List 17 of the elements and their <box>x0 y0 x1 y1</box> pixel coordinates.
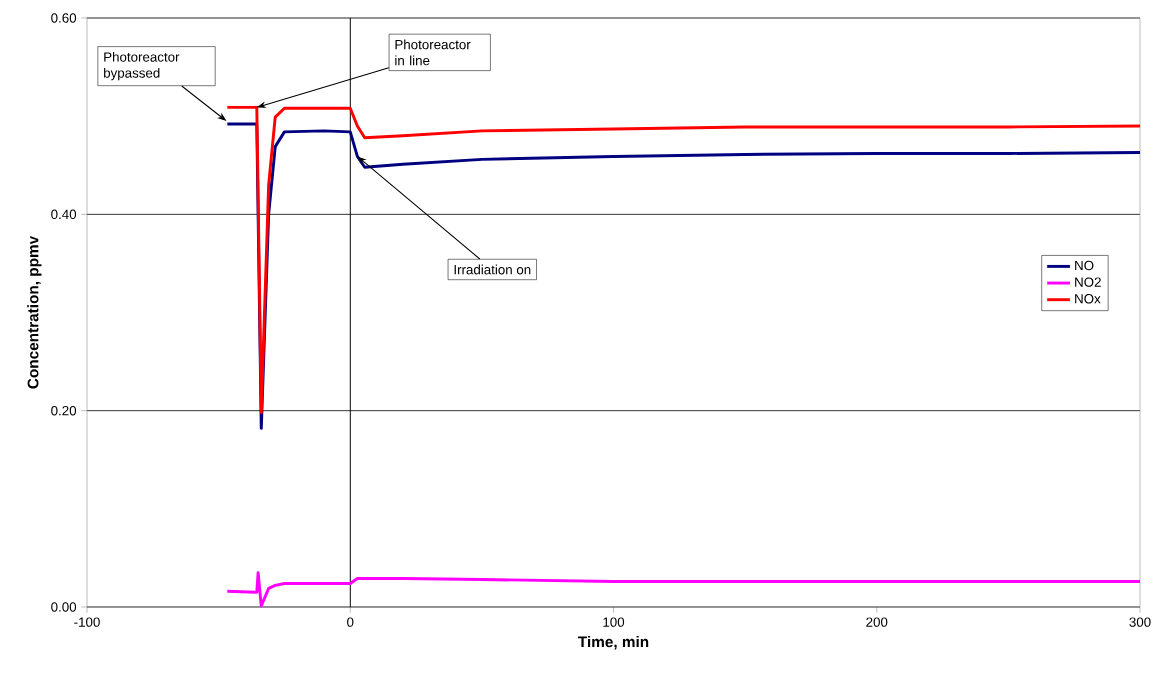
y-tick-label: 0.40 <box>51 209 77 220</box>
legend-label: NO2 <box>1075 277 1101 287</box>
annotation: Irradiation on <box>454 264 531 275</box>
x-axis-title: Time, min <box>578 636 649 650</box>
annotation: Photoreactor in line <box>395 39 471 66</box>
legend-label: NOx <box>1075 294 1101 304</box>
x-tick-label: 100 <box>603 617 625 627</box>
x-tick-label: 0 <box>347 617 354 627</box>
y-axis-title: Concentration, ppmv <box>27 235 42 389</box>
annotation: Photoreactor bypassed <box>104 51 180 81</box>
x-tick-label: 300 <box>1129 617 1151 627</box>
y-tick-label: 0.60 <box>51 13 77 23</box>
legend-label: NO <box>1075 260 1094 271</box>
x-tick-label: -100 <box>74 617 100 627</box>
x-tick-label: 200 <box>866 617 888 627</box>
y-tick-label: 0.20 <box>51 405 77 416</box>
y-tick-label: 0.00 <box>51 602 77 612</box>
